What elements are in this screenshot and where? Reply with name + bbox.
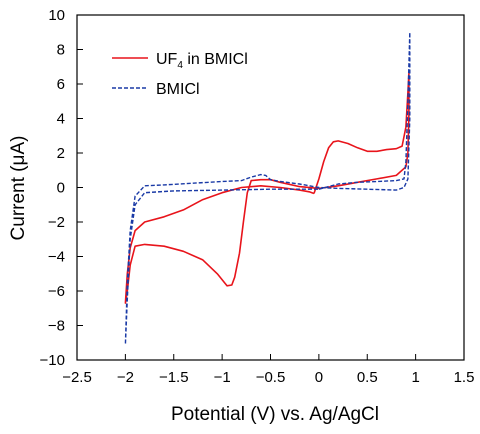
x-tick-label: −2: [117, 369, 134, 386]
y-tick-label: −10: [40, 352, 65, 369]
x-tick-label: −1.5: [159, 369, 189, 386]
y-tick-label: 0: [57, 180, 65, 197]
legend-label-uf4-rest: in BMICl: [183, 51, 248, 68]
plot-frame: [76, 14, 465, 361]
y-tick-label: 4: [57, 111, 65, 128]
y-tick-label: −4: [48, 249, 65, 266]
y-tick-label: 10: [48, 7, 65, 24]
x-tick-label: 0: [315, 369, 323, 386]
legend-label-uf4-subscript: 4: [177, 60, 183, 71]
legend-label-uf4: UF4 in BMICl: [156, 51, 248, 71]
legend-label-uf4-name: UF: [156, 51, 178, 68]
y-tick-label: 6: [57, 76, 65, 93]
legend-label-bmicl: BMICl: [156, 81, 200, 98]
x-tick-label: −2.5: [62, 369, 92, 386]
x-axis-title: Potential (V) vs. Ag/AgCl: [171, 404, 379, 425]
legend: UF4 in BMICl BMICl: [112, 51, 248, 98]
y-axis-ticks: −10 −8 −6 −4 −2 0 2 4 6 8 10: [40, 7, 83, 369]
x-tick-label: 1: [411, 369, 419, 386]
x-tick-label: 1.5: [454, 369, 475, 386]
x-tick-label: 0.5: [357, 369, 378, 386]
x-axis-ticks: −2.5 −2 −1.5 −1 −0.5 0 0.5 1 1.5: [62, 354, 474, 386]
y-tick-label: −2: [48, 214, 65, 231]
y-tick-label: −8: [48, 318, 65, 335]
series-line-bmicl: [124, 31, 411, 346]
y-axis-title: Current (μA): [8, 136, 29, 241]
y-tick-label: −6: [48, 283, 65, 300]
x-tick-label: −1: [214, 369, 231, 386]
y-tick-label: 2: [57, 145, 65, 162]
y-tick-label: 8: [57, 42, 65, 59]
x-tick-label: −0.5: [256, 369, 286, 386]
series-layer: [124, 31, 411, 346]
series-line-uf4: [124, 72, 410, 304]
